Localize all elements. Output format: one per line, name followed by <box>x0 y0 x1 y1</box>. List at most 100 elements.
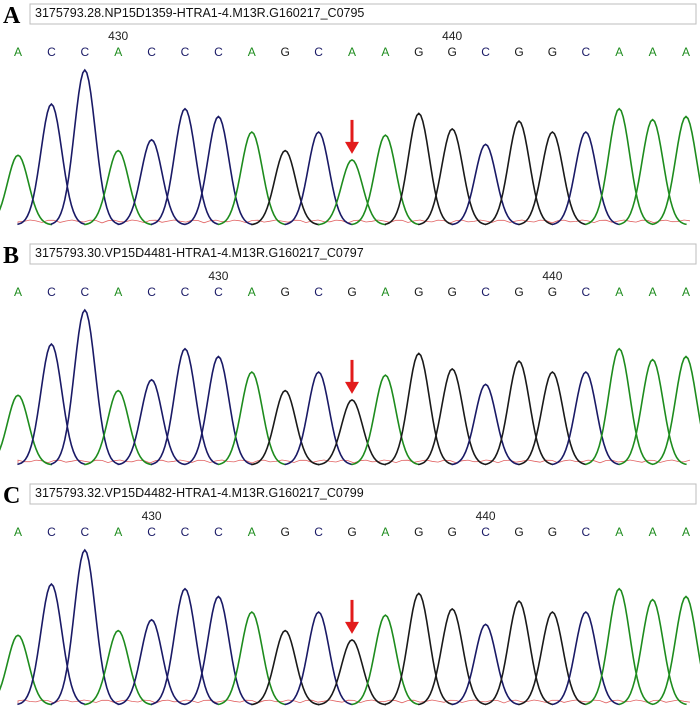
base-call-b-5: C <box>181 285 190 299</box>
base-call-b-18: A <box>615 285 623 299</box>
base-call-a-0: A <box>14 45 22 59</box>
peak-trace-b-7 <box>217 370 286 466</box>
peak-trace-b-4 <box>117 378 186 466</box>
base-call-b-0: A <box>14 285 22 299</box>
peak-trace-a-0 <box>0 154 53 226</box>
base-call-c-12: G <box>414 525 423 539</box>
base-call-b-11: A <box>381 285 389 299</box>
peak-trace-b-5 <box>150 347 220 466</box>
base-call-b-4: C <box>147 285 156 299</box>
header-frame-c <box>29 483 697 505</box>
base-call-b-15: G <box>514 285 523 299</box>
peak-trace-a-13 <box>418 127 487 226</box>
peak-trace-a-20 <box>651 115 700 226</box>
peak-trace-a-1 <box>17 102 86 226</box>
base-call-b-14: C <box>481 285 490 299</box>
peak-trace-a-9 <box>284 130 353 226</box>
base-call-a-5: C <box>181 45 190 59</box>
base-call-a-11: A <box>381 45 389 59</box>
chromatogram-panel-b: B 3175793.30.VP15D4481-HTRA1-4.M13R.G160… <box>0 240 700 480</box>
peak-trace-a-14 <box>451 143 520 226</box>
base-call-b-12: G <box>414 285 423 299</box>
base-call-a-8: G <box>281 45 290 59</box>
panel-letter-a: A <box>3 3 21 29</box>
peak-trace-b-13 <box>418 367 487 466</box>
base-call-b-1: C <box>47 285 56 299</box>
peak-trace-b-6 <box>184 355 253 466</box>
base-call-c-8: G <box>281 525 290 539</box>
peak-trace-c-15 <box>484 599 554 706</box>
chromatogram-panel-c: C 3175793.32.VP15D4482-HTRA1-4.M13R.G160… <box>0 480 700 720</box>
peak-trace-c-19 <box>618 598 687 706</box>
peak-trace-b-1 <box>17 342 86 466</box>
peak-trace-c-12 <box>384 592 453 706</box>
base-call-a-13: G <box>448 45 457 59</box>
peak-trace-a-4 <box>117 138 186 226</box>
peak-trace-b-8 <box>251 389 320 466</box>
chromatogram-panel-a: A 3175793.28.NP15D1359-HTRA1-4.M13R.G160… <box>0 0 700 240</box>
peak-trace-b-14 <box>451 383 520 466</box>
peak-trace-b-19 <box>618 358 687 466</box>
base-call-b-13: G <box>448 285 457 299</box>
peak-trace-a-12 <box>384 112 453 226</box>
base-call-a-10: A <box>348 45 356 59</box>
header-frame-a <box>29 3 697 25</box>
chromatogram-svg-a: A 3175793.28.NP15D1359-HTRA1-4.M13R.G160… <box>0 3 700 226</box>
peak-trace-c-13 <box>418 607 487 706</box>
peak-trace-c-14 <box>451 623 520 706</box>
peak-trace-b-11 <box>351 374 420 466</box>
peak-trace-b-0 <box>0 394 53 466</box>
base-call-a-17: C <box>581 45 590 59</box>
base-call-b-8: G <box>281 285 290 299</box>
peak-trace-b-10 <box>317 398 387 466</box>
base-call-b-19: A <box>649 285 657 299</box>
chromatogram-svg-c: C 3175793.32.VP15D4482-HTRA1-4.M13R.G160… <box>0 483 700 706</box>
panel-title-b: 3175793.30.VP15D4481-HTRA1-4.M13R.G16021… <box>35 246 364 260</box>
base-call-b-17: C <box>581 285 590 299</box>
peak-trace-c-9 <box>284 610 353 706</box>
base-call-a-3: A <box>114 45 122 59</box>
base-call-c-5: C <box>181 525 190 539</box>
position-label-c-0: 430 <box>142 509 162 523</box>
chromatogram-svg-b: B 3175793.30.VP15D4481-HTRA1-4.M13R.G160… <box>0 243 700 466</box>
base-call-a-4: C <box>147 45 156 59</box>
peak-trace-a-16 <box>518 130 587 226</box>
base-call-c-18: A <box>615 525 623 539</box>
base-call-c-3: A <box>114 525 122 539</box>
base-call-c-1: C <box>47 525 56 539</box>
base-call-a-16: G <box>548 45 557 59</box>
base-call-a-2: C <box>80 45 89 59</box>
peak-trace-b-15 <box>484 359 554 466</box>
base-call-b-16: G <box>548 285 557 299</box>
peak-trace-a-15 <box>484 119 554 226</box>
base-call-a-20: A <box>682 45 690 59</box>
base-call-b-2: C <box>80 285 89 299</box>
peak-trace-c-17 <box>551 610 620 706</box>
base-call-c-9: C <box>314 525 323 539</box>
base-call-a-6: C <box>214 45 223 59</box>
peak-trace-b-20 <box>651 355 700 466</box>
base-call-b-3: A <box>114 285 122 299</box>
base-call-a-18: A <box>615 45 623 59</box>
peak-trace-a-19 <box>618 118 687 226</box>
base-call-c-15: G <box>514 525 523 539</box>
peak-trace-a-5 <box>150 107 220 226</box>
base-call-c-20: A <box>682 525 690 539</box>
panel-letter-b: B <box>3 243 19 269</box>
peak-trace-b-17 <box>551 370 620 466</box>
base-call-c-16: G <box>548 525 557 539</box>
panel-title-a: 3175793.28.NP15D1359-HTRA1-4.M13R.G16021… <box>35 6 364 20</box>
peak-trace-a-11 <box>351 134 420 226</box>
peak-trace-c-6 <box>184 595 253 706</box>
position-label-a-1: 440 <box>442 29 462 43</box>
peak-trace-a-18 <box>585 107 654 226</box>
base-call-c-0: A <box>14 525 22 539</box>
base-call-b-10: G <box>347 285 356 299</box>
peak-trace-c-2 <box>50 548 120 705</box>
peak-trace-b-9 <box>284 370 353 466</box>
peak-trace-b-12 <box>384 352 453 466</box>
base-call-c-7: A <box>248 525 256 539</box>
base-call-c-14: C <box>481 525 490 539</box>
peak-trace-a-3 <box>84 149 153 226</box>
peak-trace-c-20 <box>651 595 700 706</box>
